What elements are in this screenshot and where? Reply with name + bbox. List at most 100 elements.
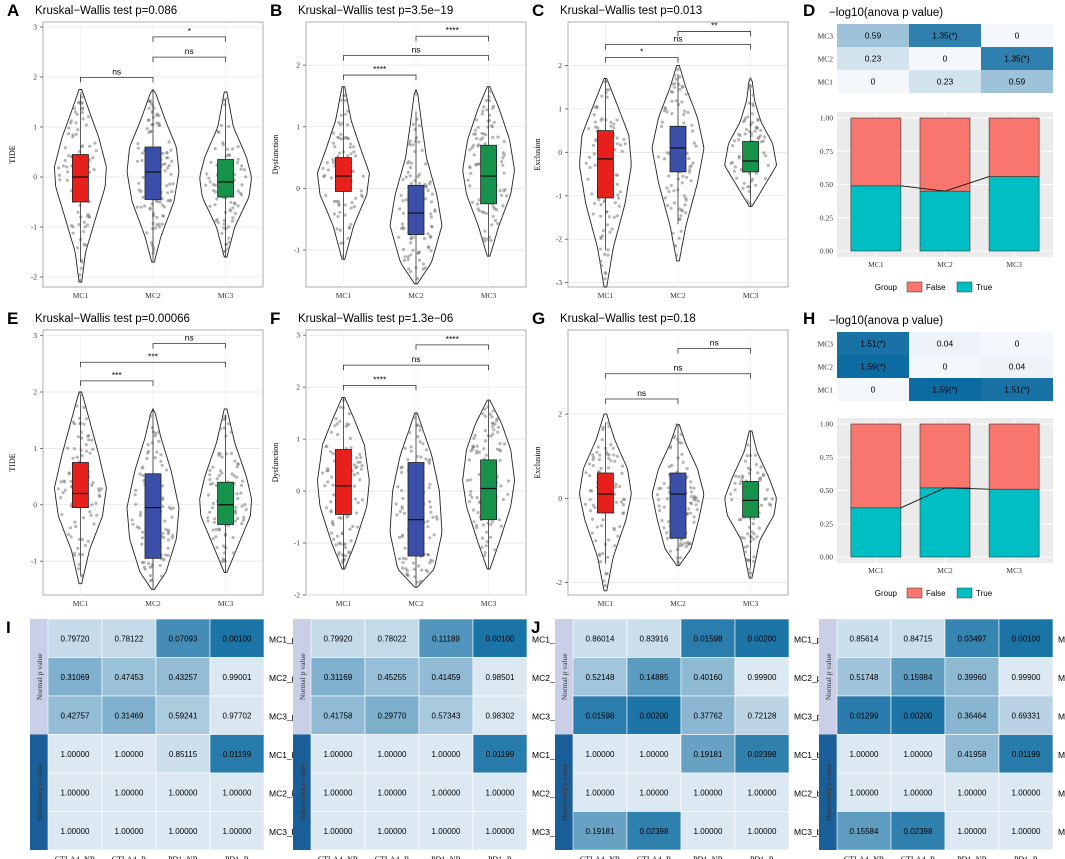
- table-cell-value: 0.78122: [115, 634, 144, 643]
- data-point: [215, 197, 219, 201]
- box-mc1: [597, 130, 614, 199]
- data-point: [680, 181, 684, 185]
- data-point: [226, 422, 231, 426]
- heat-row-label: MC1: [818, 386, 834, 395]
- data-point: [759, 128, 763, 132]
- data-point: [731, 144, 735, 148]
- table-cell: [364, 695, 420, 735]
- data-point: [401, 211, 405, 215]
- data-point: [398, 509, 402, 514]
- group-label: Bonferroni p value: [560, 763, 569, 820]
- table-cell: [101, 734, 157, 774]
- data-point: [610, 227, 614, 231]
- data-point: [756, 117, 760, 121]
- data-point: [418, 424, 422, 428]
- data-point: [76, 246, 80, 250]
- table-cell: [572, 618, 628, 658]
- data-point: [80, 111, 84, 115]
- heat-cell: [837, 332, 909, 355]
- table-cell-value: 0.79720: [61, 634, 90, 643]
- table-cell: [998, 811, 1054, 851]
- data-point: [751, 522, 755, 526]
- data-point: [140, 536, 144, 540]
- data-point: [417, 124, 421, 128]
- violin-mc2: [126, 88, 180, 263]
- data-point: [600, 94, 604, 98]
- data-point: [404, 198, 409, 202]
- x-tick-label: MC3: [481, 291, 497, 300]
- data-point: [608, 230, 612, 234]
- data-point: [355, 456, 359, 460]
- table-cell-value: 0.47453: [115, 673, 144, 682]
- table-cell-value: 0.98501: [486, 673, 515, 682]
- data-point: [72, 551, 77, 555]
- comparison-bracket: [415, 35, 489, 42]
- violin-mc3: [199, 91, 252, 258]
- table-cell: [890, 734, 946, 774]
- table-cell-value: 1.00000: [61, 788, 90, 797]
- data-point: [592, 113, 596, 117]
- data-point: [475, 496, 479, 500]
- data-point: [746, 532, 750, 536]
- data-point: [500, 193, 504, 197]
- data-point: [613, 485, 618, 489]
- data-point: [495, 417, 499, 421]
- table-cell: [209, 657, 265, 697]
- table-cell-value: 0.83916: [640, 634, 669, 643]
- data-point: [733, 488, 737, 492]
- panel-label: G: [532, 309, 545, 328]
- table-cell: [734, 772, 790, 812]
- data-point: [745, 127, 749, 132]
- data-point: [83, 243, 88, 247]
- data-point: [76, 128, 80, 132]
- data-point: [153, 456, 157, 460]
- data-point: [58, 178, 62, 182]
- box-mc3: [480, 144, 498, 205]
- data-point: [683, 109, 687, 113]
- data-point: [140, 542, 144, 546]
- data-point: [86, 434, 90, 438]
- data-point: [429, 558, 433, 562]
- data-point: [691, 161, 695, 165]
- heat-cell-value: 0: [1015, 31, 1020, 41]
- group-label: Normal p value: [35, 653, 44, 700]
- data-point: [472, 436, 476, 440]
- data-point: [213, 203, 217, 207]
- data-point: [164, 553, 168, 557]
- x-tick-label: MC2: [145, 291, 161, 300]
- data-point: [757, 135, 761, 140]
- table-cell-value: 1.00000: [378, 827, 407, 836]
- data-point: [69, 224, 73, 228]
- data-point: [97, 487, 101, 491]
- data-point: [490, 415, 494, 419]
- table-cell: [364, 734, 420, 774]
- data-point: [235, 492, 239, 496]
- data-point: [473, 433, 477, 438]
- table-cell: [101, 811, 157, 851]
- data-point: [407, 267, 411, 271]
- data-point: [763, 497, 767, 501]
- y-tick-label: 0.50: [820, 180, 833, 189]
- table-cell: [572, 695, 628, 735]
- data-point: [335, 422, 339, 426]
- data-point: [409, 445, 413, 449]
- data-point: [612, 122, 616, 126]
- data-point: [586, 177, 590, 181]
- data-point: [749, 575, 753, 579]
- data-point: [233, 519, 237, 523]
- data-point: [63, 488, 67, 492]
- data-point: [673, 82, 677, 86]
- data-point: [336, 214, 340, 219]
- group-strip-normal: [293, 619, 311, 735]
- data-point: [325, 161, 329, 165]
- comparison-bracket: [152, 343, 226, 349]
- data-point: [752, 555, 756, 559]
- data-point: [347, 225, 351, 229]
- data-point: [88, 144, 92, 148]
- data-point: [657, 504, 661, 508]
- box-mc1: [334, 449, 352, 515]
- violin-mc2: [651, 64, 705, 262]
- data-point: [91, 447, 95, 451]
- group-label: Bonferroni p value: [298, 763, 307, 820]
- x-tick-label: MC3: [218, 599, 234, 608]
